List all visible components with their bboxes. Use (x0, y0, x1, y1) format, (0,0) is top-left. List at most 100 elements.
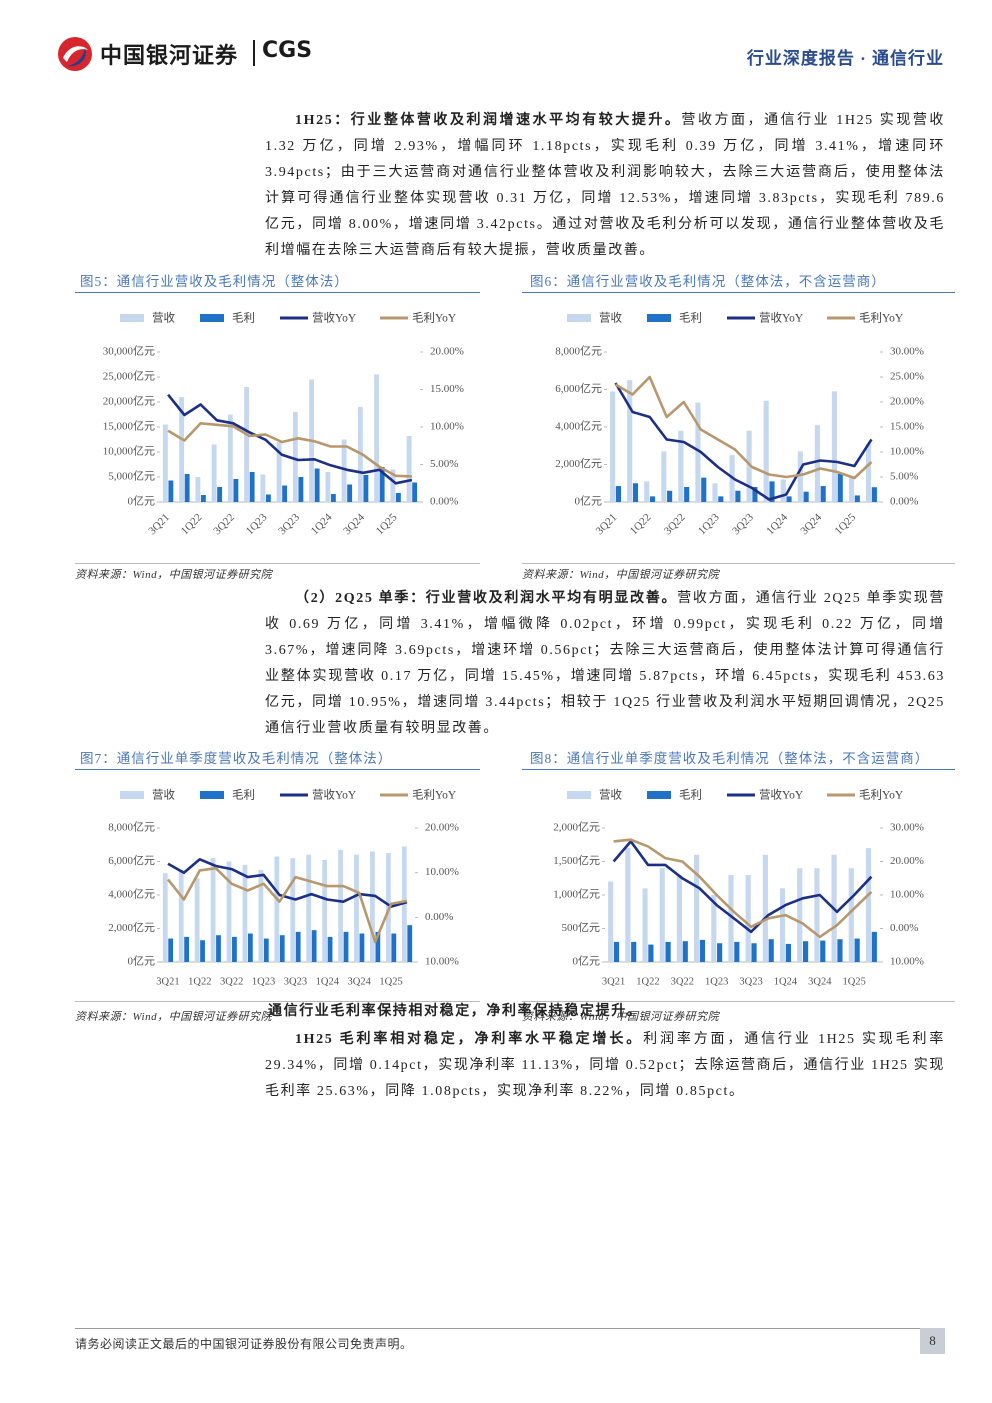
bar (734, 941, 740, 962)
bar (258, 869, 264, 962)
figure-rule (75, 563, 480, 564)
y-tick-label: 4,000亿元 (108, 888, 155, 901)
bar (848, 475, 855, 502)
bar (347, 484, 353, 502)
y-tick-label: 20,000亿元 (103, 395, 155, 408)
bar (210, 858, 216, 962)
source: 资料来源：Wind，中国银河证券研究院 (75, 569, 273, 581)
bar (763, 400, 769, 502)
source: 资料来源：Wind，中国银河证券研究院 (522, 569, 720, 581)
x-tick-label: 3Q21 (146, 511, 172, 537)
bar (625, 848, 631, 962)
paragraph-text: 利润率方面，通信行业 1H25 实现毛利率 29.34%，同增 0.14pct，… (265, 1032, 945, 1099)
bar (831, 391, 838, 502)
y-tick-label: 25,000亿元 (103, 370, 155, 383)
bar (866, 443, 872, 502)
x-tick-label: 1Q25 (374, 511, 400, 537)
y-tick-label: 30,000亿元 (103, 345, 155, 358)
figure-rule (522, 563, 955, 564)
y2-tick-label: 25.00% (890, 371, 924, 383)
bar (314, 468, 320, 502)
bar (854, 495, 860, 502)
legend: 营收 (599, 311, 622, 325)
x-tick-label: 1Q23 (705, 976, 728, 987)
bar (711, 895, 717, 962)
x-tick-label: 3Q22 (211, 511, 237, 537)
bar (379, 467, 385, 502)
x-tick-label: 3Q23 (739, 976, 762, 987)
x-tick-label: 1Q23 (244, 511, 270, 537)
bar (728, 874, 734, 962)
report-title: 行业深度报告 · 通信行业 (746, 49, 944, 68)
chart: 营收 毛利 营收YoY 毛利YoY 0亿元 2,000亿元 4,000亿元 6,000亿元 8,… (108, 788, 459, 988)
bar (233, 479, 239, 502)
bar (803, 941, 809, 962)
legend: 营收 (152, 311, 175, 325)
y2-tick-label: 30.00% (890, 822, 924, 834)
x-tick-label: 1Q23 (696, 511, 722, 537)
y2-tick-label: 10.00% (430, 421, 464, 433)
legend: 营收 (152, 788, 175, 802)
figure-rule (522, 292, 955, 293)
bar (274, 856, 280, 962)
section-heading: 通信行业毛利率保持相对稳定，净利率保持稳定提升。 (268, 1004, 643, 1019)
figure-rule (522, 1001, 955, 1002)
y-tick-label: 6,000亿元 (555, 382, 602, 395)
y2-tick-label: 20.00% (890, 396, 924, 408)
x-tick-label: 3Q22 (220, 976, 243, 987)
bar (370, 851, 375, 962)
x-tick-label: 1Q24 (774, 976, 798, 987)
y2-tick-label: 0.00% (430, 496, 458, 508)
bar (814, 425, 820, 502)
bar (322, 859, 328, 962)
bar (610, 391, 616, 502)
bar (306, 854, 312, 962)
bar (762, 854, 768, 962)
bar (200, 940, 205, 962)
bar (412, 482, 418, 502)
x-tick-label: 3Q23 (730, 511, 756, 537)
y-tick-label: 2,000亿元 (108, 921, 155, 934)
line (614, 382, 873, 501)
y-tick-label: 4,000亿元 (555, 420, 602, 433)
bar (779, 888, 786, 962)
bar (735, 490, 741, 502)
y2-tick-label: 5.00% (430, 458, 458, 470)
legend: 营收YoY (759, 311, 804, 325)
bar (184, 936, 190, 962)
x-tick-label: 1Q24 (316, 976, 340, 987)
figure-title: 图6：通信行业营收及毛利情况（整体法，不含运营商） (530, 274, 886, 289)
paragraph-text: 营收方面，通信行业 1H25 实现营收 1.32 万亿，同增 2.93%，增幅同… (265, 113, 945, 258)
bar (374, 374, 380, 502)
legend: 营收YoY (312, 311, 357, 325)
x-tick-label: 3Q21 (602, 976, 625, 987)
legend: 毛利 (232, 312, 255, 325)
line (613, 838, 873, 939)
bar (276, 442, 282, 502)
bar (391, 933, 397, 962)
bar (298, 477, 304, 502)
bar (613, 941, 620, 962)
bar (797, 868, 803, 962)
bar (341, 439, 347, 502)
line (167, 858, 408, 908)
x-tick-label: 1Q23 (252, 976, 275, 987)
y2-tick-label: 30.00% (890, 346, 924, 358)
bar (608, 881, 614, 962)
y-tick-label: 0亿元 (128, 955, 156, 968)
bar (785, 943, 791, 962)
bar (395, 493, 401, 502)
x-tick-label: 1Q24 (309, 511, 335, 537)
bar (797, 451, 803, 502)
y-tick-label: 0亿元 (575, 495, 603, 508)
bar (217, 487, 223, 502)
bar (717, 943, 723, 962)
bar (644, 481, 650, 502)
bar (631, 941, 637, 962)
y-tick-label: 0亿元 (573, 955, 601, 968)
y-tick-label: 2,000亿元 (553, 821, 600, 834)
x-tick-label: 1Q22 (188, 976, 211, 987)
y-tick-label: 1,500亿元 (553, 854, 600, 867)
footer-rule (75, 1328, 945, 1329)
figure-title: 图7：通信行业单季度营收及毛利情况（整体法） (80, 751, 393, 766)
